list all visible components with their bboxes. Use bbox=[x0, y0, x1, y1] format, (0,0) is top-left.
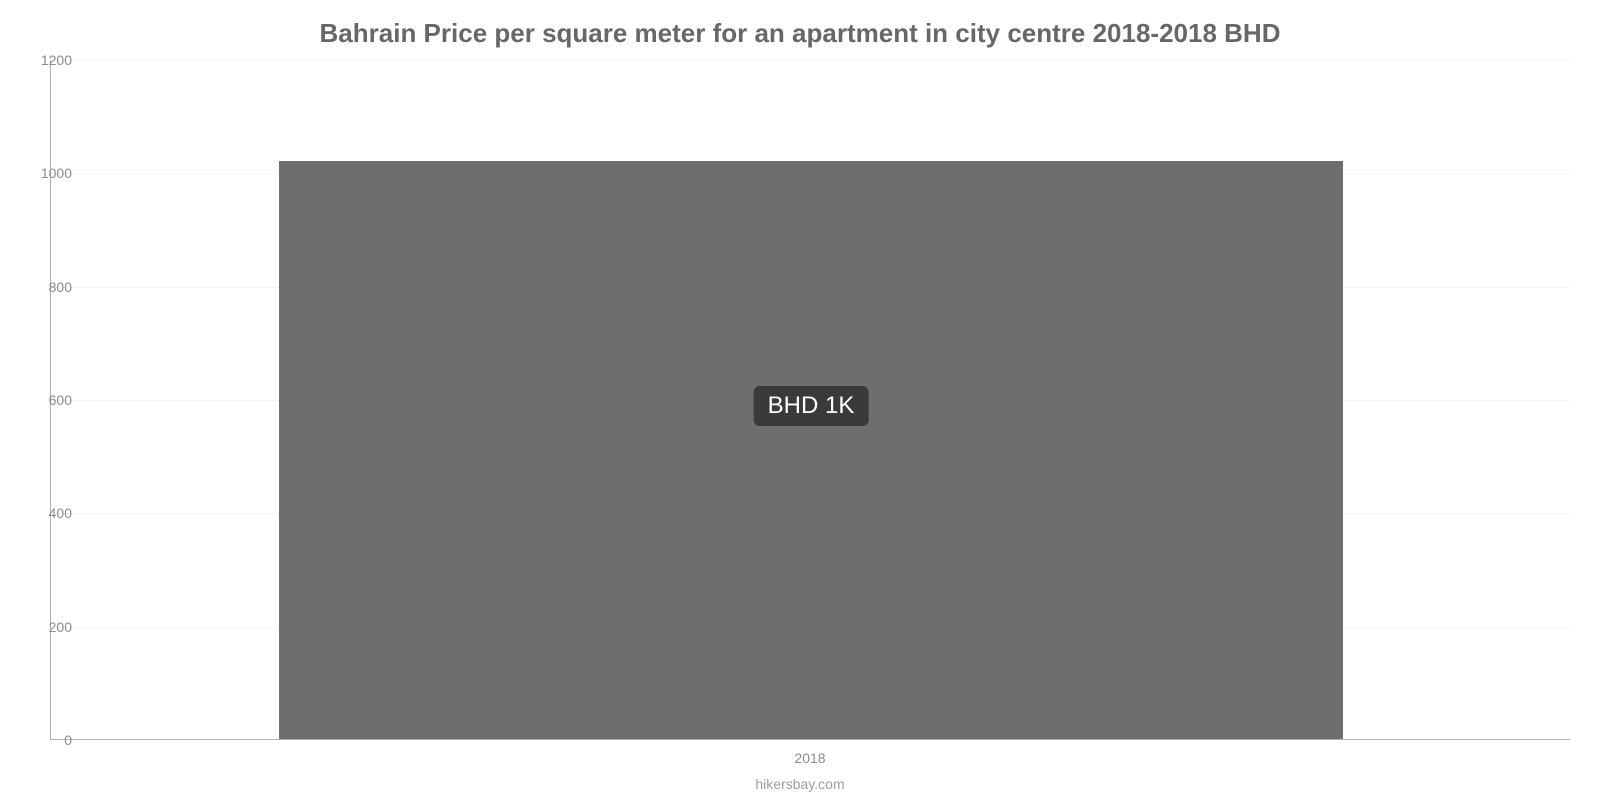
y-tick-label: 1200 bbox=[12, 52, 72, 68]
value-tooltip: BHD 1K bbox=[754, 386, 869, 426]
y-tick-label: 600 bbox=[12, 392, 72, 408]
gridline bbox=[51, 60, 1570, 61]
y-tick-label: 200 bbox=[12, 619, 72, 635]
attribution-text: hikersbay.com bbox=[0, 776, 1600, 792]
chart-title: Bahrain Price per square meter for an ap… bbox=[0, 18, 1600, 49]
bar-chart: Bahrain Price per square meter for an ap… bbox=[0, 0, 1600, 800]
plot-area: BHD 1K bbox=[50, 60, 1570, 740]
y-tick-label: 1000 bbox=[12, 165, 72, 181]
x-tick-label: 2018 bbox=[794, 750, 825, 766]
y-tick-label: 800 bbox=[12, 279, 72, 295]
y-tick-label: 400 bbox=[12, 505, 72, 521]
y-tick-label: 0 bbox=[12, 732, 72, 748]
bar[interactable] bbox=[279, 161, 1343, 739]
